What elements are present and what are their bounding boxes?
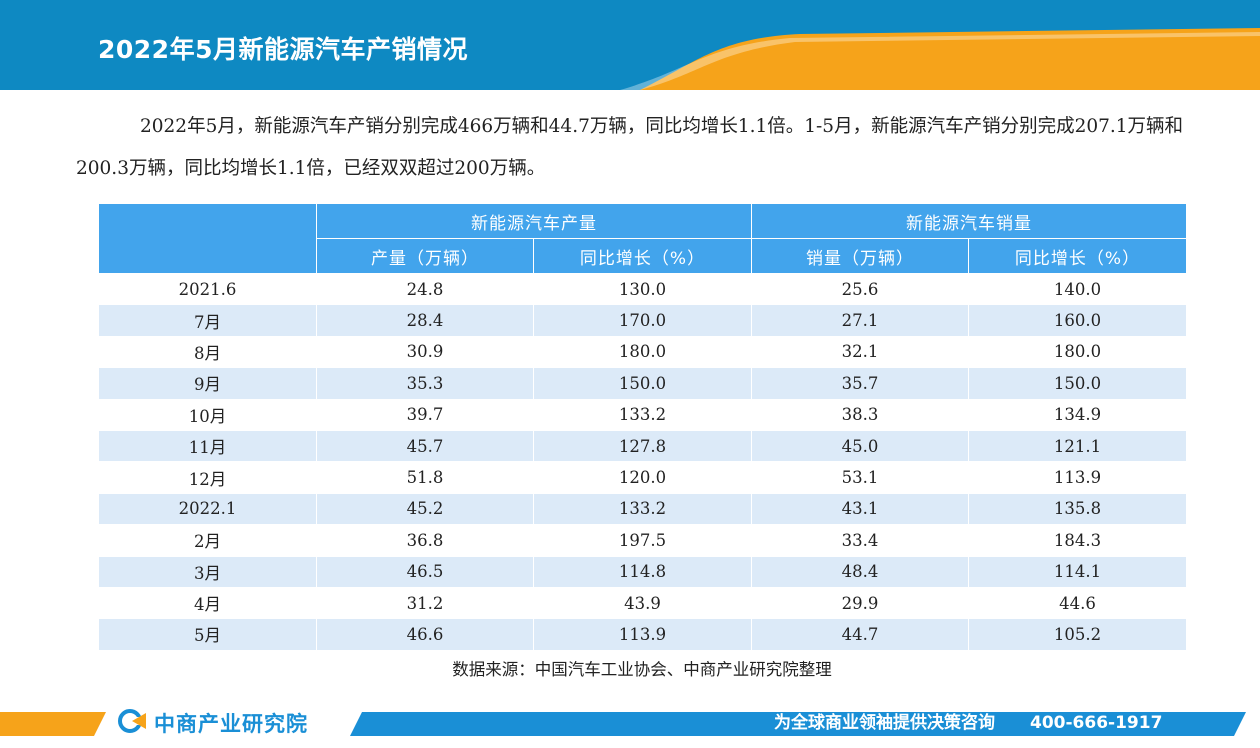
company-logo-icon	[118, 709, 148, 737]
table-row: 2022.1 45.2 133.2 43.1 135.8	[98, 492, 1187, 526]
page-title: 2022年5月新能源汽车产销情况	[98, 35, 468, 64]
cell-production-yoy: 180.0	[533, 335, 752, 369]
cell-sales-yoy: 121.1	[968, 429, 1187, 463]
table-row: 3月 46.5 114.8 48.4 114.1	[98, 555, 1187, 588]
cell-sales: 29.9	[751, 586, 969, 620]
table-row: 5月 46.6 113.9 44.7 105.2	[98, 618, 1187, 651]
cell-production-yoy: 120.0	[533, 461, 752, 494]
cell-period: 8月	[98, 335, 317, 369]
production-yoy-column-header: 同比增长（%）	[533, 238, 752, 274]
table-column-header-row: 产量（万辆） 同比增长（%） 销量（万辆） 同比增长（%）	[99, 238, 1187, 274]
cell-production-yoy: 197.5	[533, 524, 752, 557]
cell-production-yoy: 43.9	[533, 586, 752, 620]
cell-production-yoy: 170.0	[533, 304, 752, 337]
cell-production: 30.9	[316, 335, 534, 369]
sales-column-header: 销量（万辆）	[751, 238, 969, 274]
cell-sales-yoy: 135.8	[968, 492, 1187, 526]
cell-period: 12月	[98, 461, 317, 494]
header-background	[0, 0, 1260, 90]
logo-text: 中商产业研究院	[154, 712, 308, 736]
cell-sales-yoy: 134.9	[968, 398, 1187, 431]
header-orange-swoosh	[640, 28, 1260, 90]
data-table-container: 新能源汽车产量 新能源汽车销量 产量（万辆） 同比增长（%） 销量（万辆） 同比…	[98, 203, 1187, 651]
table-row: 8月 30.9 180.0 32.1 180.0	[98, 335, 1187, 369]
cell-sales: 48.4	[751, 555, 969, 588]
footer-blue-stripe	[350, 712, 1246, 736]
data-source-note: 数据来源：中国汽车工业协会、中商产业研究院整理	[452, 660, 832, 679]
cell-sales: 43.1	[751, 492, 969, 526]
cell-production: 28.4	[316, 304, 534, 337]
cell-production-yoy: 133.2	[533, 492, 752, 526]
cell-period: 2021.6	[98, 272, 317, 306]
table-row: 10月 39.7 133.2 38.3 134.9	[98, 398, 1187, 431]
cell-production: 46.5	[316, 555, 534, 588]
cell-production-yoy: 133.2	[533, 398, 752, 431]
cell-sales: 45.0	[751, 429, 969, 463]
cell-production: 46.6	[316, 618, 534, 651]
cell-sales: 38.3	[751, 398, 969, 431]
table-group-header-row: 新能源汽车产量 新能源汽车销量	[98, 203, 1187, 274]
period-header	[98, 203, 317, 274]
cell-production: 24.8	[316, 272, 534, 306]
cell-sales-yoy: 140.0	[968, 272, 1187, 306]
table-row: 2021.6 24.8 130.0 25.6 140.0	[98, 272, 1187, 306]
cell-production: 36.8	[316, 524, 534, 557]
cell-production-yoy: 130.0	[533, 272, 752, 306]
footer-logo: 中商产业研究院	[118, 709, 308, 737]
table-row: 7月 28.4 170.0 27.1 160.0	[98, 304, 1187, 337]
cell-production-yoy: 113.9	[533, 618, 752, 651]
cell-sales-yoy: 150.0	[968, 367, 1187, 400]
cell-sales: 33.4	[751, 524, 969, 557]
cell-sales-yoy: 160.0	[968, 304, 1187, 337]
cell-production: 45.7	[316, 429, 534, 463]
cell-production: 51.8	[316, 461, 534, 494]
cell-sales: 53.1	[751, 461, 969, 494]
cell-period: 7月	[98, 304, 317, 337]
cell-production-yoy: 127.8	[533, 429, 752, 463]
table-row: 4月 31.2 43.9 29.9 44.6	[98, 586, 1187, 620]
cell-sales-yoy: 44.6	[968, 586, 1187, 620]
intro-paragraph: 2022年5月，新能源汽车产销分别完成466万辆和44.7万辆，同比均增长1.1…	[76, 116, 1184, 179]
table-body: 2021.6 24.8 130.0 25.6 140.0 7月 28.4 170.0 27.1 1…	[98, 272, 1187, 651]
table-row: 11月 45.7 127.8 45.0 121.1	[98, 429, 1187, 463]
cell-production: 35.3	[316, 367, 534, 400]
cell-period: 10月	[98, 398, 317, 431]
cell-production: 45.2	[316, 492, 534, 526]
cell-period: 11月	[98, 429, 317, 463]
sales-yoy-column-header: 同比增长（%）	[968, 238, 1187, 274]
production-sales-table: 新能源汽车产量 新能源汽车销量 产量（万辆） 同比增长（%） 销量（万辆） 同比…	[98, 203, 1187, 651]
production-column-header: 产量（万辆）	[316, 238, 534, 274]
cell-sales: 25.6	[751, 272, 969, 306]
cell-period: 9月	[98, 367, 317, 400]
cell-sales: 32.1	[751, 335, 969, 369]
cell-production-yoy: 114.8	[533, 555, 752, 588]
table-row: 9月 35.3 150.0 35.7 150.0	[98, 367, 1187, 400]
table-row: 2月 36.8 197.5 33.4 184.3	[98, 524, 1187, 557]
cell-production: 39.7	[316, 398, 534, 431]
footer-slogan: 为全球商业领袖提供决策咨询	[774, 713, 995, 733]
cell-production: 31.2	[316, 586, 534, 620]
footer-bar	[0, 706, 1260, 748]
cell-sales: 44.7	[751, 618, 969, 651]
cell-period: 3月	[98, 555, 317, 588]
cell-period: 2月	[98, 524, 317, 557]
footer-orange-stripe	[0, 712, 106, 736]
cell-period: 4月	[98, 586, 317, 620]
footer-background	[0, 712, 1246, 736]
cell-sales: 27.1	[751, 304, 969, 337]
footer-phone: 400-666-1917	[1030, 713, 1163, 733]
header-banner: 2022年5月新能源汽车产销情况	[0, 0, 1260, 90]
cell-production-yoy: 150.0	[533, 367, 752, 400]
cell-period: 5月	[98, 618, 317, 651]
cell-sales-yoy: 184.3	[968, 524, 1187, 557]
cell-sales-yoy: 180.0	[968, 335, 1187, 369]
cell-sales: 35.7	[751, 367, 969, 400]
cell-sales-yoy: 114.1	[968, 555, 1187, 588]
production-group-header: 新能源汽车产量	[316, 203, 752, 239]
cell-sales-yoy: 113.9	[968, 461, 1187, 494]
table-row: 12月 51.8 120.0 53.1 113.9	[98, 461, 1187, 494]
sales-group-header: 新能源汽车销量	[751, 203, 1187, 239]
cell-sales-yoy: 105.2	[968, 618, 1187, 651]
cell-period: 2022.1	[98, 492, 317, 526]
